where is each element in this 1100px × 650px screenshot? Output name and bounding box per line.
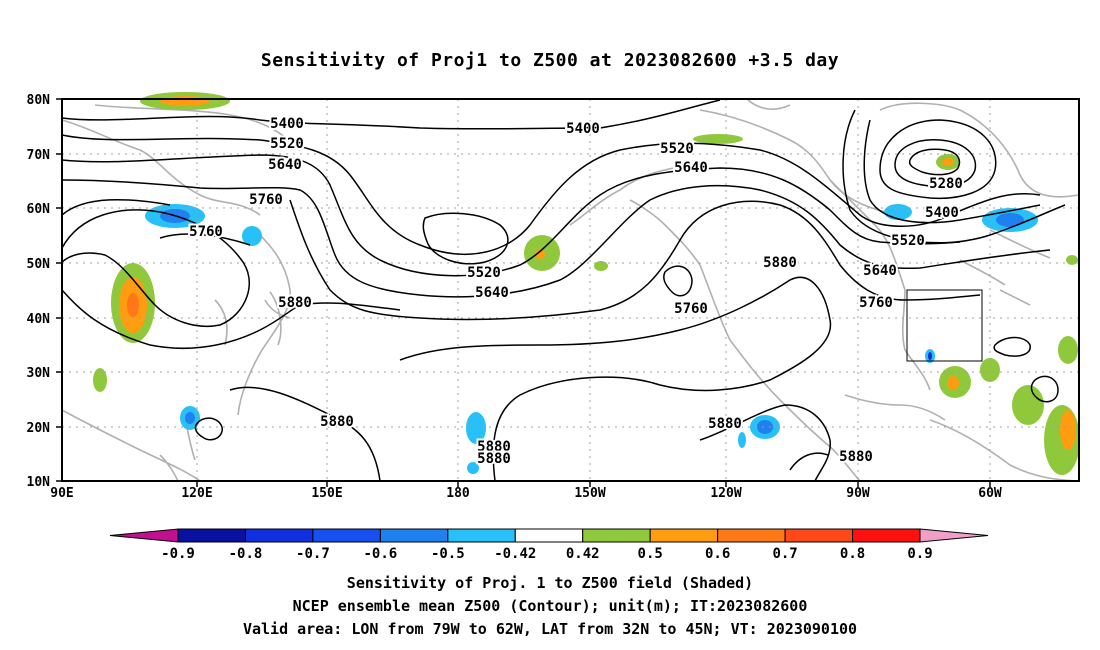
- colorbar-label: 0.6: [705, 546, 730, 562]
- colorbar-box: [447, 528, 516, 543]
- contour-label: 5640: [268, 157, 302, 173]
- colorbar-box: [379, 528, 449, 543]
- colorbar-label: -0.42: [494, 546, 536, 562]
- lat-label: 30N: [27, 366, 51, 381]
- colorbar-label: -0.5: [431, 546, 465, 562]
- contour-label: 5880: [278, 295, 312, 311]
- colorbar-label: 0.42: [566, 546, 600, 562]
- colorbar-end-low: [109, 528, 179, 543]
- longitude-labels: 90E 120E 150E 180 150W 120W 90W 60W: [50, 486, 1002, 501]
- lat-label: 60N: [27, 202, 51, 217]
- lat-label: 20N: [27, 421, 51, 436]
- lon-label: 120W: [710, 486, 741, 501]
- colorbar-box: [717, 528, 786, 543]
- colorbar-label: -0.9: [161, 546, 195, 562]
- lat-label: 10N: [27, 475, 51, 490]
- contour-label: 5640: [475, 285, 509, 301]
- lat-ticks: [56, 98, 62, 482]
- colorbar-label: 0.7: [772, 546, 797, 562]
- colorbar-label: 0.5: [638, 546, 663, 562]
- contour-label: 5880: [477, 439, 511, 455]
- footer-line-1: Sensitivity of Proj. 1 to Z500 field (Sh…: [346, 574, 754, 592]
- colorbar-box: [784, 528, 854, 543]
- lon-label: 120E: [181, 486, 212, 501]
- lon-label: 90W: [846, 486, 870, 501]
- contour-label: 5400: [566, 121, 600, 137]
- colorbar: -0.9 -0.8 -0.7 -0.6 -0.5 -0.42 0.42 0.5 0.6 0.7 0.…: [109, 528, 989, 562]
- colorbar-box: [852, 528, 921, 543]
- colorbar-box: [312, 528, 381, 543]
- lon-label: 90E: [50, 486, 73, 501]
- lon-label: 150E: [311, 486, 342, 501]
- footer-line-3: Valid area: LON from 79W to 62W, LAT fro…: [242, 620, 858, 638]
- lat-label: 70N: [27, 148, 51, 163]
- colorbar-label: -0.6: [364, 546, 398, 562]
- contour-label: 5880: [708, 416, 742, 432]
- contour-label: 5520: [467, 265, 501, 281]
- lon-label: 60W: [978, 486, 1002, 501]
- colorbar-label: -0.8: [229, 546, 263, 562]
- contour-label: 5880: [320, 414, 354, 430]
- map-title: Sensitivity of Proj1 to Z500 at 20230826…: [260, 50, 840, 71]
- lat-label: 40N: [27, 312, 51, 327]
- contour-label: 5760: [674, 301, 708, 317]
- map-frame: [61, 98, 1080, 482]
- colorbar-box: [177, 528, 246, 543]
- contour-label: 5400: [925, 205, 959, 221]
- contour-label: 5640: [674, 160, 708, 176]
- contour-label: 5280: [929, 176, 963, 192]
- footer-line-2: NCEP ensemble mean Z500 (Contour); unit(…: [292, 597, 808, 615]
- lat-label: 50N: [27, 257, 51, 272]
- colorbar-label: -0.7: [296, 546, 330, 562]
- colorbar-box: [244, 528, 314, 543]
- valid-area-box: [906, 289, 983, 362]
- z500-contours: [61, 99, 1066, 482]
- lon-label: 180: [446, 486, 470, 501]
- contour-label: 5520: [891, 233, 925, 249]
- latitude-labels: 80N 70N 60N 50N 40N 30N 20N 10N: [27, 93, 51, 490]
- colorbar-label: 0.8: [840, 546, 865, 562]
- contour-label: 5880: [763, 255, 797, 271]
- contour-label: 5880: [839, 449, 873, 465]
- contour-label: 5880: [477, 451, 511, 467]
- contour-label: 5760: [859, 295, 893, 311]
- contour-labels: 5400 5520 5640 5760 5760 5880 5880 5880 …: [187, 114, 965, 469]
- colorbar-label: 0.9: [907, 546, 932, 562]
- colorbar-box: [582, 528, 651, 543]
- contour-label: 5520: [660, 141, 694, 157]
- colorbar-end-high: [919, 528, 989, 543]
- contour-label: 5400: [270, 116, 304, 132]
- sensitivity-shading: [93, 92, 1080, 475]
- colorbar-box: [649, 528, 719, 543]
- lat-label: 80N: [27, 93, 51, 108]
- contour-label: 5640: [863, 263, 897, 279]
- contour-label: 5760: [249, 192, 283, 208]
- colorbar-box: [514, 528, 584, 543]
- lon-ticks: [196, 481, 991, 487]
- contour-label: 5520: [270, 136, 304, 152]
- contour-label: 5760: [189, 224, 223, 240]
- lon-label: 150W: [574, 486, 605, 501]
